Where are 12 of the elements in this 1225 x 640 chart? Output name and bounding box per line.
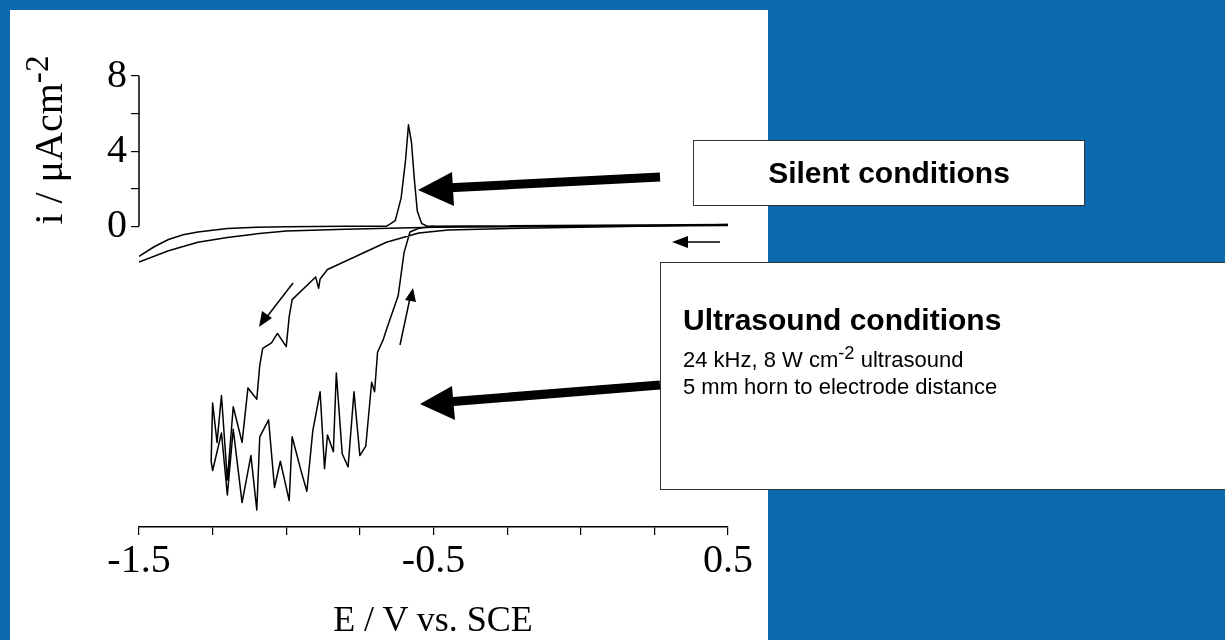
y-tick-label: 4 bbox=[107, 125, 127, 171]
annotation: 24 kHz, 8 W cm$^{-2}$ ultrasound bbox=[683, 341, 965, 374]
x-tick-label: -0.5 bbox=[401, 535, 466, 581]
y-tick-label: 0 bbox=[107, 200, 127, 246]
x-axis-title: E / V vs. SCE bbox=[333, 598, 533, 640]
y-tick-label: 8 bbox=[107, 50, 127, 96]
annotation: Ultrasound conditions bbox=[683, 302, 1003, 338]
annotation: 5 mm horn to electrode distance bbox=[683, 373, 999, 401]
x-tick-label: -1.5 bbox=[107, 535, 171, 581]
callout-box: Silent conditions bbox=[693, 140, 1085, 206]
x-tick-label: 0.5 bbox=[703, 535, 753, 581]
callout-box: Ultrasound conditions 24 kHz, 8 W cm$^{-2}$ ultrasound 5 mm horn to electrode distance bbox=[660, 262, 1225, 490]
